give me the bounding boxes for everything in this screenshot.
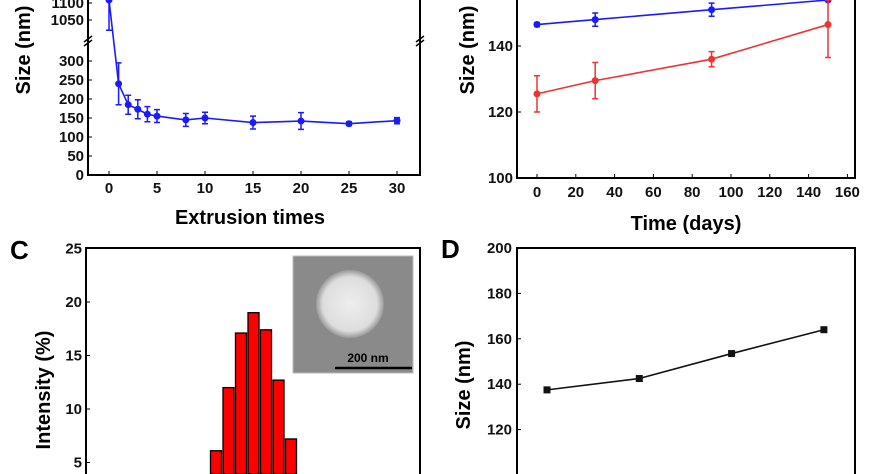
a-ytick-label: 250 <box>59 72 84 89</box>
d-axes <box>516 247 856 474</box>
b-xtick-label: 60 <box>645 184 662 201</box>
d-point <box>728 350 736 358</box>
a-xtick-label: 30 <box>389 180 406 197</box>
a-point <box>182 116 190 124</box>
d-point <box>820 326 828 334</box>
a-line <box>108 0 398 125</box>
a-ylabel: Size (nm) <box>13 6 35 95</box>
c-ytick-label: 15 <box>65 348 82 365</box>
a-ytick-label: 100 <box>59 129 84 146</box>
c-bar <box>209 450 223 474</box>
b-xtick-label: 80 <box>684 184 701 201</box>
c-ylabel: Intensity (%) <box>33 331 55 450</box>
a-point <box>153 112 161 120</box>
a-point <box>393 117 401 125</box>
b-series-0-point <box>591 16 599 24</box>
b-series-0-point <box>533 21 541 29</box>
c-inset-tem-image: 200 nm <box>292 255 414 374</box>
a-point <box>201 114 209 122</box>
c-bar <box>272 379 285 474</box>
b-series-0-line <box>536 0 829 26</box>
c-axes <box>85 247 421 474</box>
b-xtick-label: 100 <box>718 184 743 201</box>
b-series-0-point <box>708 6 716 14</box>
a-point <box>297 117 305 125</box>
b-xtick-label: 40 <box>606 184 623 201</box>
b-series-1-point <box>708 55 716 63</box>
c-bar <box>284 438 298 474</box>
a-ytick-label: 1050 <box>51 12 84 29</box>
a-ytick-label: 200 <box>59 91 84 108</box>
a-xtick-label: 15 <box>245 180 262 197</box>
b-series-1-error-bar <box>825 0 831 59</box>
b-xtick-label: 140 <box>796 184 821 201</box>
b-axes <box>516 0 856 179</box>
d-point <box>635 375 643 383</box>
a-point <box>105 0 113 4</box>
b-xlabel: Time (days) <box>631 213 742 235</box>
a-point <box>143 110 151 118</box>
b-xtick-label: 0 <box>533 184 541 201</box>
a-error-bar <box>106 0 112 31</box>
d-ylabel: Size (nm) <box>453 341 475 430</box>
d-ytick-label: 180 <box>487 285 512 302</box>
c-bar <box>247 312 260 474</box>
a-xtick-label: 5 <box>153 180 161 197</box>
c-ytick-label: 5 <box>74 455 82 472</box>
d-ytick-label: 140 <box>487 376 512 393</box>
a-axes <box>87 0 421 176</box>
a-ytick-label: 300 <box>59 53 84 70</box>
c-bar <box>259 329 273 474</box>
a-xtick-label: 0 <box>105 180 113 197</box>
b-series-1-point <box>533 90 541 98</box>
b-ytick-label: 120 <box>488 104 513 121</box>
a-point <box>124 101 132 109</box>
c-ytick-label: 10 <box>65 401 82 418</box>
d-ytick-label: 160 <box>487 331 512 348</box>
panel-label-d: D <box>441 234 460 264</box>
a-point <box>134 105 142 113</box>
axis-break-mark <box>83 35 425 47</box>
a-xtick-label: 25 <box>341 180 358 197</box>
a-point <box>115 80 123 88</box>
a-ytick-label: 0 <box>76 167 84 184</box>
b-ylabel: Size (nm) <box>457 6 479 95</box>
a-ytick-label: 150 <box>59 110 84 127</box>
c-ytick-label: 25 <box>65 241 82 258</box>
c-ytick-label: 20 <box>65 294 82 311</box>
b-series-1-point <box>824 21 832 29</box>
c-bar <box>222 386 235 474</box>
d-ytick-label: 200 <box>487 240 512 257</box>
b-ytick-label: 100 <box>488 170 513 187</box>
scale-bar-label: 200 nm <box>347 351 388 365</box>
a-xtick-label: 10 <box>197 180 214 197</box>
d-line <box>546 328 825 391</box>
c-bar <box>234 332 248 474</box>
b-xtick-label: 20 <box>567 184 584 201</box>
a-xlabel: Extrusion times <box>175 207 325 229</box>
b-xtick-label: 120 <box>757 184 782 201</box>
panel-label-c: C <box>10 235 29 265</box>
b-series-1-point <box>591 77 599 85</box>
a-point <box>345 120 353 128</box>
d-ytick-label: 120 <box>487 422 512 439</box>
a-point <box>249 119 257 127</box>
b-xtick-label: 160 <box>835 184 860 201</box>
a-xtick-label: 20 <box>293 180 310 197</box>
d-point <box>543 386 551 394</box>
a-ytick-label: 1100 <box>51 0 84 12</box>
a-ytick-label: 50 <box>67 148 84 165</box>
b-series-1-line <box>536 23 829 95</box>
b-ytick-label: 140 <box>488 38 513 55</box>
